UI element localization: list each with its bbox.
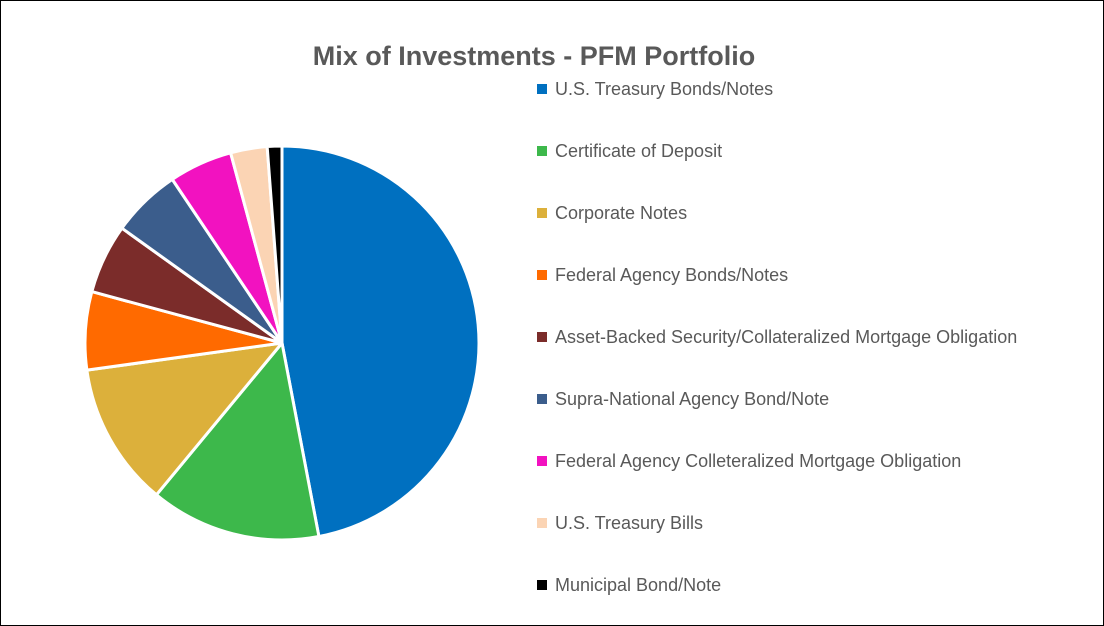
legend-label: Corporate Notes [555,203,688,223]
legend-swatch [537,332,547,342]
pie-slice [265,144,284,345]
pie-slice [280,144,481,539]
legend-item: Municipal Bond/Note [529,573,1101,625]
legend-item: Supra-National Agency Bond/Note [529,387,1101,449]
legend-swatch [537,518,547,528]
legend-item: Certificate of Deposit [529,139,1101,201]
legend-item: Corporate Notes [529,201,1101,263]
legend-item: Federal Agency Bonds/Notes [529,263,1101,325]
pie-slice [85,341,284,497]
legend-swatch [537,270,547,280]
legend-label: Federal Agency Bonds/Notes [555,265,789,285]
legend-label: U.S. Treasury Bonds/Notes [555,79,774,99]
legend-label: Certificate of Deposit [555,141,723,161]
chart-title: Mix of Investments - PFM Portfolio [313,41,756,71]
legend-swatch [537,394,547,404]
legend-item: U.S. Treasury Bills [529,511,1101,573]
legend-label: Municipal Bond/Note [555,575,722,595]
legend-swatch [537,146,547,156]
legend-item: U.S. Treasury Bonds/Notes [529,77,1101,139]
legend-swatch [537,580,547,590]
legend-swatch [537,208,547,218]
legend-item: Asset-Backed Security/Collateralized Mor… [529,325,1101,387]
legend-swatch [537,456,547,466]
legend-label: Asset-Backed Security/Collateralized Mor… [555,327,1018,347]
pie-slice [154,341,321,542]
legend-item: Federal Agency Colleteralized Mortgage O… [529,449,1101,511]
legend-label: Federal Agency Colleteralized Mortgage O… [555,451,962,471]
legend-label: Supra-National Agency Bond/Note [555,389,830,409]
legend: U.S. Treasury Bonds/Notes Certificate of … [529,77,1101,625]
legend-swatch [537,84,547,94]
legend-label: U.S. Treasury Bills [555,513,704,533]
